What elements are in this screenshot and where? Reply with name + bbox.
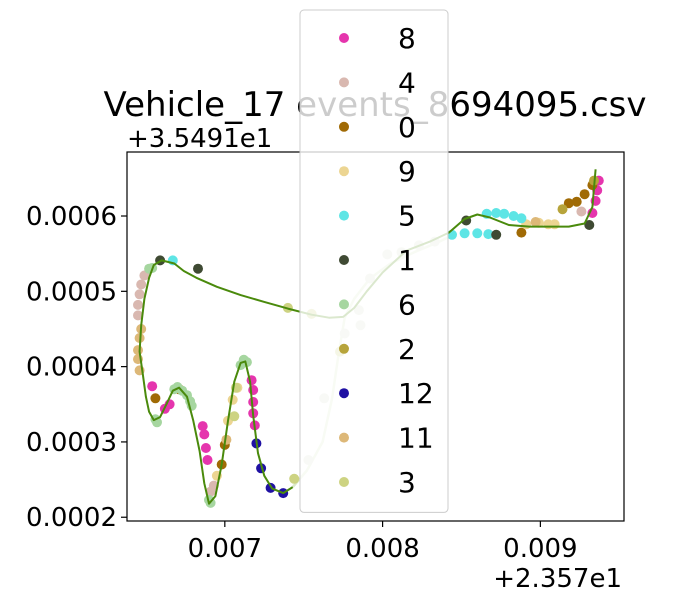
legend-label-12: 12 (398, 377, 434, 410)
point-6-14 (241, 357, 252, 368)
y-tick-label-2: 0.0004 (26, 353, 117, 383)
legend-label-4: 4 (398, 66, 416, 99)
legend-label-2: 2 (398, 333, 416, 366)
x-tick-label-0: 0.007 (188, 534, 262, 564)
legend-marker-9 (339, 166, 349, 177)
point-11-2 (133, 345, 143, 356)
legend-marker-1 (339, 255, 349, 265)
point-1-3 (491, 229, 502, 240)
legend-marker-11 (339, 432, 349, 443)
point-4-7 (576, 206, 587, 217)
legend-marker-6 (339, 299, 349, 310)
legend-label-11: 11 (398, 422, 434, 455)
legend-marker-8 (339, 33, 349, 43)
series-4 (133, 206, 587, 497)
point-0-5 (563, 198, 574, 209)
point-1-1 (193, 263, 203, 274)
x-axis-offset-label: +2.357e1 (493, 564, 622, 594)
point-0-0 (150, 393, 161, 404)
legend-marker-4 (339, 77, 349, 88)
legend-label-5: 5 (398, 200, 416, 233)
point-3-5 (289, 473, 300, 484)
y-axis-offset-label: +3.5491e1 (127, 124, 272, 154)
axis-ticks: 0.007 0.008 0.009 0.0002 0.0003 0.0004 0.0005 0… (26, 202, 578, 564)
point-8-9 (248, 397, 259, 407)
point-3-4 (229, 411, 240, 422)
point-8-3 (197, 421, 208, 432)
point-8-6 (202, 455, 213, 465)
legend-label-6: 6 (398, 288, 416, 321)
point-0-7 (579, 189, 590, 200)
series-1 (155, 215, 595, 274)
legend-marker-2 (339, 343, 349, 354)
point-5-9 (483, 229, 494, 240)
point-5-6 (516, 213, 527, 224)
y-tick-label-3: 0.0005 (26, 277, 117, 307)
legend-marker-0 (339, 121, 349, 132)
legend-label-9: 9 (398, 155, 416, 188)
y-tick-label-0: 0.0002 (26, 503, 117, 533)
point-5-3 (491, 208, 502, 218)
chart-marks (133, 169, 604, 508)
legend-label-0: 0 (398, 111, 416, 144)
legend-marker-3 (339, 477, 349, 487)
point-0-6 (571, 196, 582, 207)
x-tick-label-2: 0.009 (503, 534, 577, 564)
point-5-1 (472, 228, 483, 239)
legend: 8 4 0 9 5 1 6 2 12 11 3 (299, 9, 449, 513)
point-4-3 (133, 299, 143, 310)
point-0-4 (516, 227, 527, 238)
point-1-4 (584, 220, 595, 230)
point-8-5 (200, 443, 211, 453)
legend-label-1: 1 (398, 244, 416, 277)
point-8-4 (199, 429, 210, 440)
point-4-0 (134, 289, 145, 300)
point-11-5 (221, 434, 232, 445)
point-5-5 (508, 211, 519, 221)
legend-marker-12 (339, 388, 349, 399)
point-8-0 (147, 381, 158, 392)
point-11-6 (530, 217, 541, 227)
x-tick-label-1: 0.008 (345, 534, 419, 564)
legend-box (299, 9, 449, 513)
series-8 (147, 175, 604, 465)
point-4-4 (133, 310, 143, 321)
legend-label-8: 8 (398, 22, 416, 55)
series-5 (167, 208, 527, 266)
legend-label-3: 3 (398, 466, 416, 499)
y-tick-label-1: 0.0003 (26, 428, 117, 458)
series-11 (133, 217, 541, 445)
point-4-1 (136, 279, 147, 290)
point-5-8 (459, 228, 470, 239)
y-tick-label-4: 0.0006 (26, 202, 117, 232)
trajectory-line (138, 169, 597, 505)
point-5-4 (499, 208, 510, 219)
legend-marker-5 (339, 210, 349, 221)
point-9-7 (549, 219, 560, 230)
point-2-0 (557, 204, 568, 215)
